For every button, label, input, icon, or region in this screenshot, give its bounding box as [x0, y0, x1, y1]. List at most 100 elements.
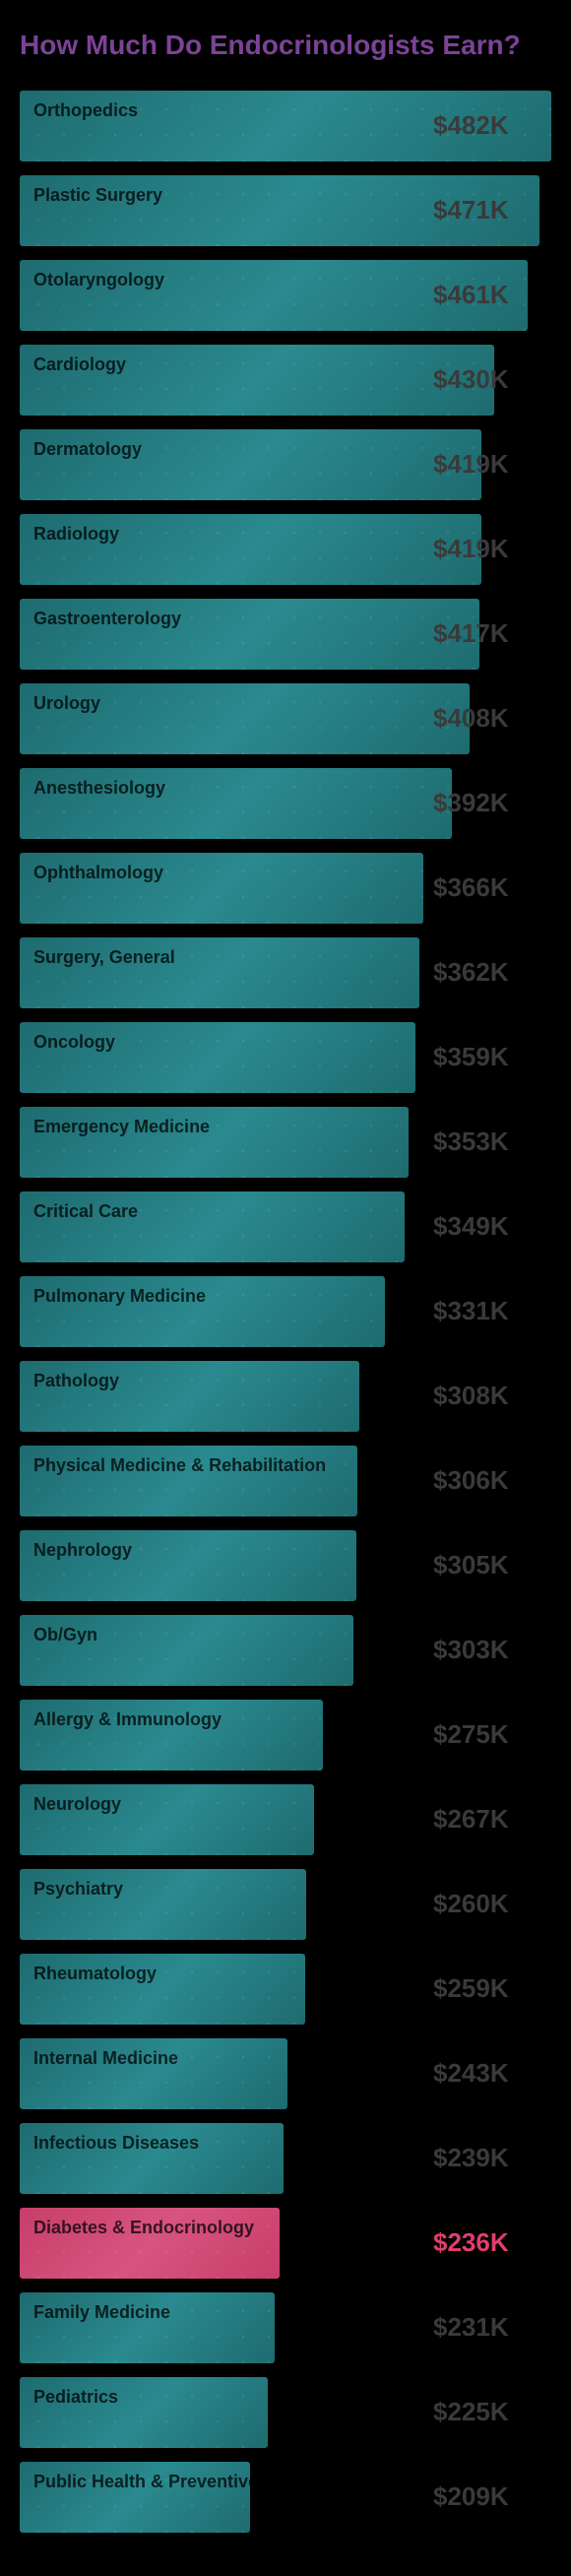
bar-label: Pathology	[33, 1371, 119, 1391]
bar-label: Diabetes & Endocrinology	[33, 2218, 254, 2238]
bar: Pediatrics	[20, 2377, 268, 2448]
bar-value: $419K	[433, 534, 509, 564]
bar-label: Ophthalmology	[33, 863, 163, 883]
bar-value: $305K	[433, 1550, 509, 1580]
bar: Emergency Medicine	[20, 1107, 409, 1178]
bar-value: $308K	[433, 1381, 509, 1411]
bar-row: Dermatology $419K	[10, 429, 561, 500]
bar-label: Infectious Diseases	[33, 2133, 199, 2154]
bar-value: $417K	[433, 618, 509, 649]
bar: Urology	[20, 683, 470, 754]
bar: Pathology	[20, 1361, 359, 1432]
bar-label: Cardiology	[33, 354, 126, 375]
bar-label: Otolaryngology	[33, 270, 164, 290]
bar: Internal Medicine	[20, 2038, 287, 2109]
bar-row: Rheumatology $259K	[10, 1954, 561, 2025]
bar-value: $209K	[433, 2481, 509, 2512]
bar: Dermatology	[20, 429, 481, 500]
bar-row: Ob/Gyn $303K	[10, 1615, 561, 1686]
bar: Pulmonary Medicine	[20, 1276, 385, 1347]
bar-value: $236K	[433, 2227, 509, 2258]
bar: Gastroenterology	[20, 599, 479, 670]
bar-value: $362K	[433, 957, 509, 988]
bar: Physical Medicine & Rehabilitation	[20, 1446, 357, 1516]
bar-label: Radiology	[33, 524, 119, 545]
bar-value: $349K	[433, 1211, 509, 1242]
bar-value: $303K	[433, 1635, 509, 1665]
bar-value: $243K	[433, 2058, 509, 2089]
bar: Cardiology	[20, 345, 494, 416]
bar-row: Cardiology$430K	[10, 345, 561, 416]
bar-row: Pulmonary Medicine $331K	[10, 1276, 561, 1347]
bar-row: Radiology $419K	[10, 514, 561, 585]
bar-row: Pathology $308K	[10, 1361, 561, 1432]
bar: Radiology	[20, 514, 481, 585]
bar-value: $231K	[433, 2312, 509, 2343]
bar-row: Orthopedics $482K	[10, 91, 561, 161]
bar-row: Allergy & Immunology $275K	[10, 1700, 561, 1771]
bar-row: Ophthalmology$366K	[10, 853, 561, 924]
bar-label: Internal Medicine	[33, 2048, 178, 2069]
bar-row: Internal Medicine $243K	[10, 2038, 561, 2109]
bar-label: Nephrology	[33, 1540, 132, 1561]
bar-value: $461K	[433, 280, 509, 310]
bar: Allergy & Immunology	[20, 1700, 323, 1771]
bar-row: Physical Medicine & Rehabilitation$306K	[10, 1446, 561, 1516]
bar-row: Public Health & Preventive Medicine $209K	[10, 2462, 561, 2533]
bar-label: Orthopedics	[33, 100, 138, 121]
bar-value: $239K	[433, 2143, 509, 2173]
bar-label: Critical Care	[33, 1201, 138, 1222]
bar-row: Surgery, General $362K	[10, 937, 561, 1008]
bar-value: $353K	[433, 1127, 509, 1157]
bar: Nephrology	[20, 1530, 356, 1601]
bar-label: Surgery, General	[33, 947, 175, 968]
bar: Ob/Gyn	[20, 1615, 353, 1686]
bar: Surgery, General	[20, 937, 419, 1008]
bar-label: Family Medicine	[33, 2302, 170, 2323]
bar-row: Emergency Medicine $353K	[10, 1107, 561, 1178]
bar: Critical Care	[20, 1191, 405, 1262]
bar: Family Medicine	[20, 2292, 275, 2363]
bar-value: $225K	[433, 2397, 509, 2427]
bar-row: Plastic Surgery $471K	[10, 175, 561, 246]
bar-label: Urology	[33, 693, 100, 714]
bar-label: Physical Medicine & Rehabilitation	[33, 1455, 326, 1476]
bar-label: Psychiatry	[33, 1879, 123, 1900]
bar-value: $275K	[433, 1719, 509, 1750]
bar-label: Dermatology	[33, 439, 142, 460]
bar-row: Critical Care $349K	[10, 1191, 561, 1262]
bar-label: Pulmonary Medicine	[33, 1286, 206, 1307]
bar: Anesthesiology	[20, 768, 452, 839]
bar-label: Neurology	[33, 1794, 121, 1815]
bar-label: Ob/Gyn	[33, 1625, 97, 1645]
bar: Neurology	[20, 1784, 314, 1855]
bar-label: Emergency Medicine	[33, 1117, 210, 1137]
bar-label: Plastic Surgery	[33, 185, 162, 206]
bar: Oncology	[20, 1022, 415, 1093]
bar-label: Allergy & Immunology	[33, 1709, 222, 1730]
bar-row: Anesthesiology$392K	[10, 768, 561, 839]
bar: Public Health & Preventive Medicine	[20, 2462, 250, 2533]
bar-row: Pediatrics $225K	[10, 2377, 561, 2448]
bar-value: $259K	[433, 1973, 509, 2004]
bar-value: $419K	[433, 449, 509, 480]
bar-row: Nephrology $305K	[10, 1530, 561, 1601]
bar-row: Neurology $267K	[10, 1784, 561, 1855]
bar-value: $267K	[433, 1804, 509, 1835]
bar: Diabetes & Endocrinology	[20, 2208, 280, 2279]
bar-label: Oncology	[33, 1032, 115, 1053]
bar-row: Diabetes & Endocrinology $236K	[10, 2208, 561, 2279]
bar: Rheumatology	[20, 1954, 305, 2025]
bar-value: $482K	[433, 110, 509, 141]
bar-value: $331K	[433, 1296, 509, 1326]
earnings-bar-chart: Orthopedics $482K Plastic Surgery $471K Otol…	[10, 91, 561, 2533]
bar-row: Otolaryngology $461K	[10, 260, 561, 331]
bar-row: Gastroenterology$417K	[10, 599, 561, 670]
bar-value: $471K	[433, 195, 509, 225]
bar: Ophthalmology	[20, 853, 423, 924]
bar-row: Psychiatry$260K	[10, 1869, 561, 1940]
bar: Psychiatry	[20, 1869, 306, 1940]
bar-row: Family Medicine $231K	[10, 2292, 561, 2363]
chart-title: How Much Do Endocrinologists Earn?	[20, 30, 561, 61]
bar: Infectious Diseases	[20, 2123, 284, 2194]
